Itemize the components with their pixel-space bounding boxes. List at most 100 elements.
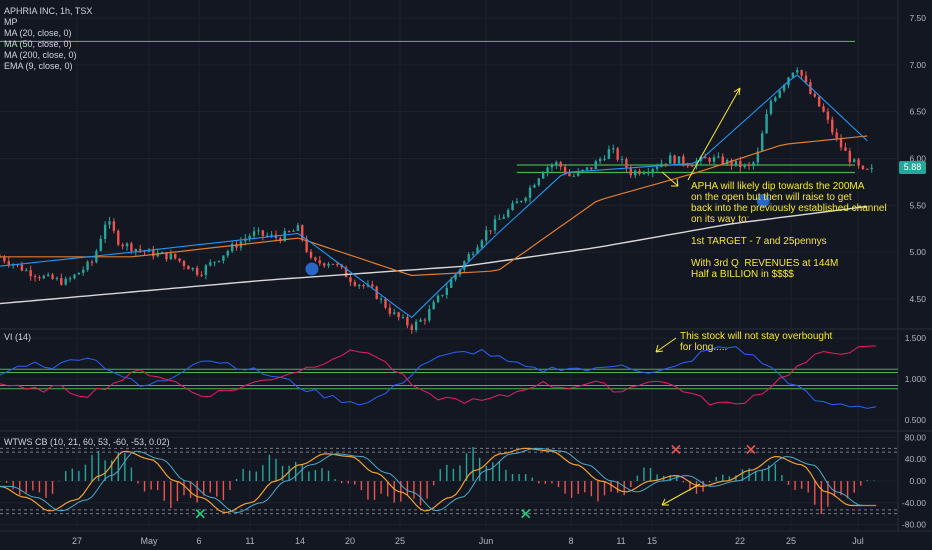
vi-minus-line [0, 345, 877, 406]
candle-body [511, 203, 514, 211]
red-cross-marker [746, 444, 756, 454]
wt-histogram-bar [97, 450, 100, 481]
wt-histogram-bar [268, 454, 271, 481]
x-tick-label: 27 [72, 536, 82, 546]
wt-histogram-bar [5, 481, 8, 483]
y-tick-label: 6.50 [909, 107, 926, 117]
candle-body [800, 69, 803, 76]
wt-histogram-bar [124, 452, 126, 481]
wt-histogram-bar [800, 481, 803, 489]
candle-body [458, 269, 462, 275]
wt-histogram-bar [354, 481, 356, 485]
candle-body [533, 185, 536, 188]
candle-body [353, 282, 357, 286]
wt-histogram-bar [676, 475, 678, 481]
candle-body [550, 165, 554, 168]
candle-body [655, 166, 659, 169]
candle-body [436, 295, 440, 303]
wt-histogram-bar [45, 481, 47, 498]
candle-body [397, 312, 400, 318]
x-tick-label: Jun [479, 536, 494, 546]
candle-body [336, 263, 339, 265]
candle-body [33, 276, 37, 278]
candle-body [590, 167, 593, 170]
wt-histogram-bar [820, 481, 823, 514]
candle-body [296, 225, 300, 231]
wt-histogram-bar [111, 460, 113, 481]
price-pane[interactable] [0, 40, 873, 334]
candle-body [112, 221, 116, 231]
candle-body [651, 168, 654, 173]
green-cross-marker [195, 509, 205, 519]
candle-body [160, 252, 164, 254]
candle-body [375, 286, 378, 299]
candle-body [42, 275, 46, 279]
wt-histogram-bar [761, 470, 763, 481]
wt-histogram-bar [498, 461, 501, 481]
y-tick-label: 5.00 [909, 247, 926, 257]
wt-histogram-bar [406, 481, 409, 496]
candle-body [393, 312, 396, 314]
candle-body [217, 260, 221, 262]
candle-body [428, 309, 431, 321]
wt-histogram-bar [728, 476, 731, 481]
x-tick-label: 8 [568, 536, 573, 546]
candle-body [379, 298, 383, 300]
wt-histogram-bar [367, 481, 369, 500]
candle-body [99, 238, 102, 251]
annotation-arrow-down [661, 171, 679, 187]
wtws-pane[interactable] [0, 444, 898, 519]
blue-marker [756, 194, 770, 208]
candle-body [46, 274, 50, 276]
candle-body [848, 150, 852, 163]
wt-histogram-bar [708, 481, 711, 483]
candle-body [454, 274, 457, 280]
wt-histogram-bar [347, 481, 349, 484]
wt-histogram-bar [787, 481, 790, 485]
wt-histogram-bar [38, 481, 41, 493]
candle-body [371, 284, 374, 287]
candle-body [725, 159, 729, 165]
wt-histogram-bar [419, 481, 422, 506]
wt-histogram-bar [84, 464, 87, 481]
candle-body [138, 248, 142, 251]
wt-histogram-bar [51, 481, 54, 494]
ma20-line [0, 74, 868, 319]
candle-body [471, 253, 475, 255]
wt-histogram-bar [156, 481, 159, 491]
candle-body [314, 257, 317, 261]
wt-histogram-bar [314, 470, 317, 481]
candle-body [331, 263, 335, 265]
y-tick-label: 1.000 [905, 374, 927, 384]
wt-histogram-bar [511, 474, 514, 481]
wt-histogram-bar [334, 479, 336, 481]
y-tick-label: 5.50 [909, 200, 926, 210]
wt-histogram-bar [25, 481, 27, 493]
wt-histogram-bar [603, 481, 606, 496]
candle-body [187, 265, 190, 270]
candle-body [861, 165, 865, 169]
y-tick-label: 4.50 [909, 294, 926, 304]
candle-body [607, 149, 611, 159]
candle-body [866, 168, 869, 170]
x-tick-label: 6 [196, 536, 201, 546]
candle-body [60, 277, 63, 285]
candle-body [55, 277, 59, 280]
candle-body [222, 255, 225, 261]
wt-histogram-bar [360, 481, 363, 491]
candle-body [822, 106, 825, 112]
wt-histogram-bar [748, 468, 750, 481]
y-tick-label: -40.00 [902, 498, 926, 508]
candle-body [555, 162, 558, 166]
vi-pane[interactable] [0, 337, 898, 409]
candle-body [778, 90, 781, 98]
candle-body [125, 243, 129, 247]
wt-histogram-bar [669, 475, 671, 481]
y-tick-label: 80.00 [905, 432, 927, 442]
wt-histogram-bar [248, 470, 251, 481]
candle-body [870, 167, 873, 170]
candle-body [572, 175, 576, 177]
wt-histogram-bar [380, 481, 382, 494]
chart-title: APHRIA INC, 1h, TSX [4, 6, 93, 16]
